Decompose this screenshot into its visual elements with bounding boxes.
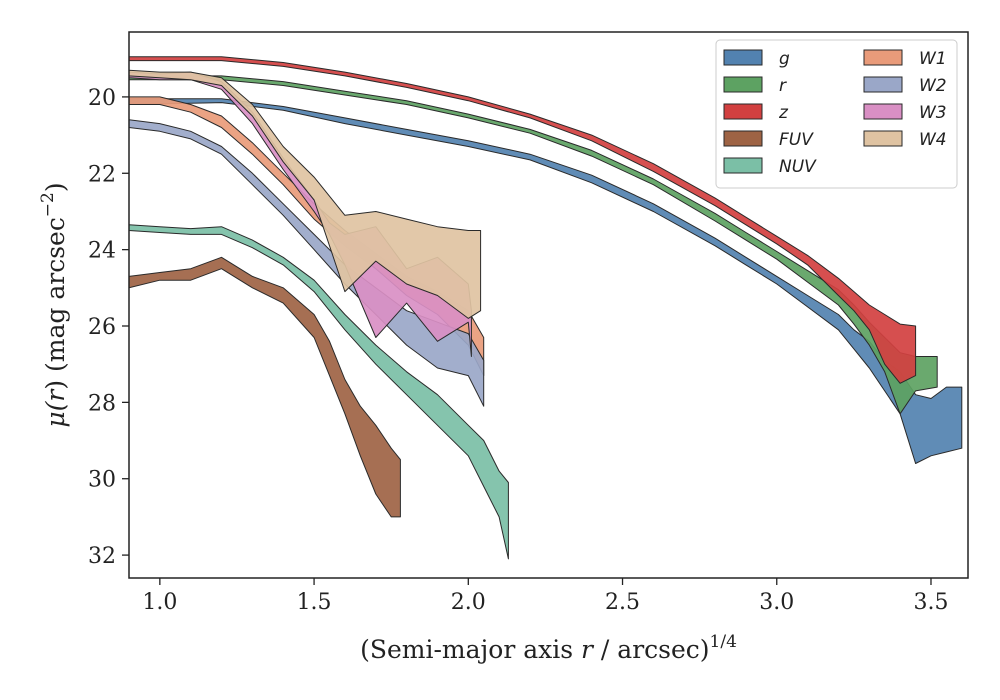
y-tick-label: 28 (88, 391, 116, 416)
y-tick-label: 32 (88, 544, 116, 569)
legend-swatch (863, 130, 903, 147)
legend-item-w2: W2 (863, 76, 947, 96)
legend-label: W2 (919, 76, 947, 96)
legend-label: W4 (919, 130, 947, 150)
band-z (129, 56, 917, 384)
y-axis-label-variable: r (41, 388, 70, 402)
y-axis-label-part: ) (mag arcsec (41, 217, 70, 390)
y-tick-label: 22 (88, 162, 116, 187)
legend-swatch (723, 103, 763, 120)
legend-item-nuv: NUV (723, 157, 817, 177)
y-axis-label-symbol: μ( (41, 400, 70, 427)
legend-item-r: r (723, 76, 787, 96)
band-layer (129, 56, 963, 560)
legend-label: FUV (779, 130, 814, 150)
band-g (129, 98, 963, 464)
legend-swatch (863, 103, 903, 120)
y-tick-label: 24 (88, 239, 116, 264)
y-axis-label: μ(r) (mag arcsec−2) (38, 182, 70, 427)
legend-item-g: g (723, 49, 790, 69)
x-tick-label: 2.5 (605, 590, 640, 615)
x-tick-label: 1.5 (297, 590, 332, 615)
legend-label: NUV (779, 157, 817, 177)
x-tick-label: 3.5 (913, 590, 948, 615)
x-axis-label-variable: r (581, 635, 595, 664)
legend-label: W3 (919, 103, 947, 123)
legend-label: z (778, 103, 789, 123)
x-axis-label-exponent: 1/4 (710, 632, 737, 652)
band-w4 (129, 69, 482, 319)
x-tick-label: 2.0 (451, 590, 486, 615)
legend-item-z: z (723, 103, 789, 123)
legend-swatch (863, 76, 903, 93)
legend-swatch (723, 130, 763, 147)
x-axis-label-part: (Semi-major axis (360, 635, 581, 664)
band-nuv (129, 224, 509, 560)
y-tick-label: 30 (88, 468, 116, 493)
band-w2 (129, 119, 485, 407)
y-axis-label-part: ) (41, 182, 70, 192)
y-tick-label: 20 (88, 86, 116, 111)
legend-item-fuv: FUV (723, 130, 814, 150)
x-axis-label-part: / arcsec) (593, 635, 710, 664)
legend-item-w3: W3 (863, 103, 947, 123)
x-axis: 1.0 1.5 2.0 2.5 3.0 3.5 (142, 578, 948, 615)
legend-label: W1 (919, 49, 947, 69)
legend-label: r (779, 76, 787, 96)
legend-item-w1: W1 (863, 49, 947, 69)
y-axis-label-exponent: −2 (38, 192, 58, 217)
legend-swatch (863, 49, 903, 66)
legend-label: g (779, 49, 790, 69)
band-r (129, 75, 938, 415)
legend-item-w4: W4 (863, 130, 947, 150)
y-axis: 20 22 24 26 28 30 32 (88, 86, 129, 569)
plot-frame (128, 31, 969, 579)
legend-swatch (723, 49, 763, 66)
legend: grz FUV NUV W1 W2 W3 W4 (715, 39, 958, 189)
legend-swatch (723, 76, 763, 93)
x-axis-label: (Semi-major axis r / arcsec)1/4 (360, 632, 737, 664)
x-tick-label: 3.0 (759, 590, 794, 615)
x-tick-label: 1.0 (142, 590, 177, 615)
band-fuv (129, 256, 401, 518)
legend-swatch (723, 157, 763, 174)
y-tick-label: 26 (88, 315, 116, 340)
